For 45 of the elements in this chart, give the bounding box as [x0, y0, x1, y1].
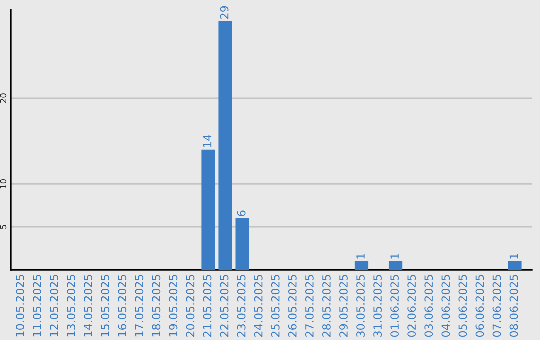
bar — [388, 261, 403, 270]
x-tick-label: 08.06.2025 — [510, 275, 518, 338]
x-tick-label: 11.05.2025 — [33, 275, 42, 337]
data-label: 14 — [203, 134, 212, 148]
x-tick-label: 02.06.2025 — [408, 275, 416, 338]
x-tick-label: 22.05.2025 — [220, 275, 229, 337]
x-tick-label: 17.05.2025 — [135, 275, 144, 337]
x-tick-label: 16.05.2025 — [118, 275, 127, 337]
x-tick-label: 20.05.2025 — [186, 275, 195, 337]
x-tick-label: 14.05.2025 — [84, 275, 93, 337]
x-tick-label: 05.06.2025 — [458, 275, 468, 338]
x-tick-label: 01.06.2025 — [390, 275, 400, 338]
data-label: 6 — [237, 210, 246, 216]
x-tick-label: 25.05.2025 — [271, 275, 280, 337]
bar — [202, 150, 216, 270]
x-tick-label: 07.06.2025 — [492, 275, 502, 338]
x-tick-label: 26.05.2025 — [288, 275, 297, 337]
x-tick-label: 31.05.2025 — [374, 275, 382, 337]
bar — [218, 21, 232, 270]
bar — [354, 261, 369, 270]
x-tick-label: 18.05.2025 — [152, 275, 161, 337]
x-tick-label: 12.05.2025 — [50, 275, 58, 337]
x-tick-label: 30.05.2025 — [356, 275, 365, 337]
x-tick-label: 10.05.2025 — [16, 275, 24, 337]
x-tick-label: 04.06.2025 — [442, 275, 450, 338]
data-label: 1 — [510, 254, 518, 259]
y-tick-label: 20 — [0, 94, 7, 104]
y-tick-label: 5 — [0, 225, 7, 230]
x-tick-label: 21.05.2025 — [203, 275, 212, 337]
y-tick-label: 10 — [0, 179, 7, 189]
data-label: 1 — [356, 254, 365, 259]
x-tick-label: 23.05.2025 — [237, 275, 246, 337]
x-tick-label: 06.06.2025 — [476, 275, 484, 338]
x-tick-label: 27.05.2025 — [305, 275, 314, 337]
bar — [236, 218, 250, 270]
x-tick-label: 13.05.2025 — [67, 275, 76, 337]
x-tick-label: 15.05.2025 — [101, 275, 110, 337]
x-tick-label: 29.05.2025 — [340, 275, 348, 337]
x-tick-label: 24.05.2025 — [254, 275, 263, 337]
bar — [508, 261, 522, 270]
data-label: 1 — [390, 254, 399, 259]
data-label: 29 — [220, 6, 229, 19]
x-tick-label: 03.06.2025 — [424, 275, 434, 338]
x-tick-label: 28.05.2025 — [322, 275, 331, 337]
x-tick-label: 19.05.2025 — [169, 275, 178, 337]
